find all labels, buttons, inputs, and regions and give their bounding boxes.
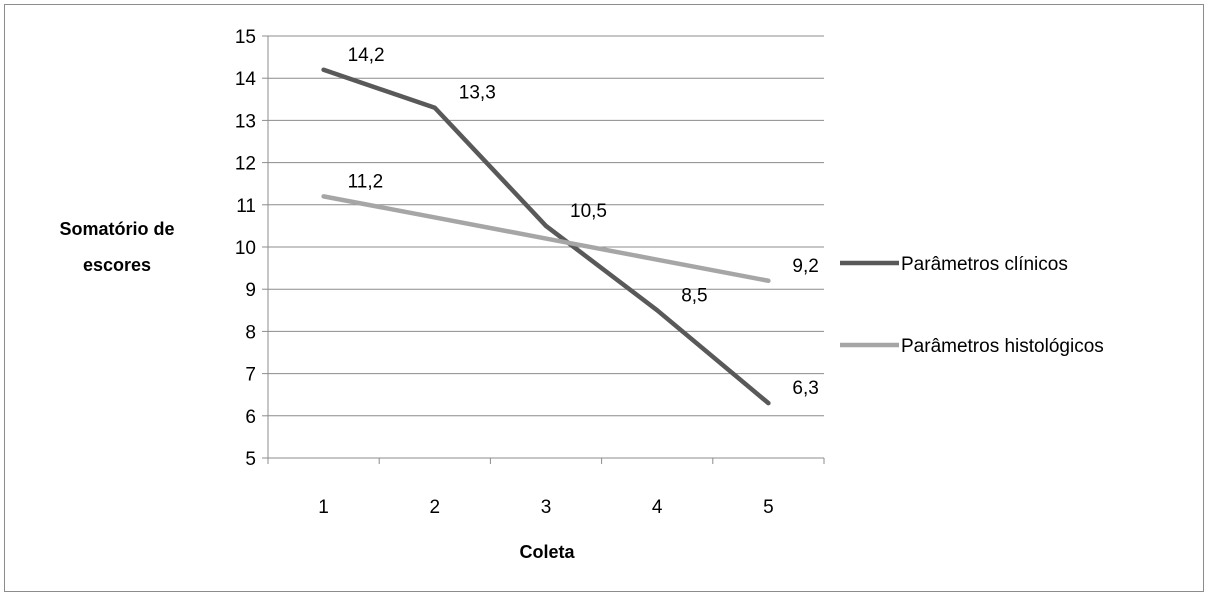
x-tick-label-5: 5	[763, 497, 774, 518]
x-tick-label-1: 1	[318, 497, 329, 518]
y-tick-label-12: 12	[235, 154, 256, 175]
x-tick-label-3: 3	[541, 497, 552, 518]
data-label-s0-p1: 13,3	[459, 83, 496, 104]
y-axis-title-line-2: escores	[83, 255, 151, 275]
y-tick-label-5: 5	[245, 449, 256, 470]
y-tick-label-9: 9	[245, 280, 256, 301]
legend-label-clinicos: Parâmetros clínicos	[901, 254, 1068, 275]
data-label-s0-p0: 14,2	[348, 45, 385, 66]
y-tick-label-11: 11	[236, 196, 256, 217]
axes	[262, 35, 825, 464]
data-label-s1-p4: 9,2	[792, 256, 818, 277]
y-tick-labels: 5 6 7 8 9 10 11 12 13 14 15	[235, 27, 257, 470]
series-line-1	[321, 194, 771, 284]
y-axis-title-line-1: Somatório de	[59, 219, 174, 239]
data-label-s0-p3: 8,5	[681, 285, 707, 306]
data-label-s0-p2: 10,5	[570, 201, 607, 222]
data-label-s1-p0: 11,2	[348, 171, 384, 192]
y-tick-label-7: 7	[245, 365, 256, 386]
data-label-s0-p4: 6,3	[792, 378, 818, 399]
data-labels: 14,2 13,3 10,5 8,5 6,3 11,2 9,2	[348, 45, 819, 399]
y-tick-label-14: 14	[235, 69, 257, 90]
series-lines	[321, 67, 771, 406]
y-tick-label-6: 6	[245, 407, 256, 428]
x-tick-labels: 1 2 3 4 5	[318, 497, 773, 518]
y-tick-label-13: 13	[235, 111, 256, 132]
y-tick-label-15: 15	[235, 27, 256, 48]
y-tick-label-10: 10	[235, 238, 256, 259]
legend: Parâmetros clínicos Parâmetros histológi…	[840, 254, 1104, 357]
series-line-0	[321, 67, 771, 406]
legend-label-histologicos: Parâmetros histológicos	[901, 336, 1104, 357]
x-tick-label-4: 4	[652, 497, 663, 518]
x-axis-title: Coleta	[519, 542, 575, 562]
x-tick-label-2: 2	[430, 497, 441, 518]
y-tick-label-8: 8	[245, 322, 256, 343]
